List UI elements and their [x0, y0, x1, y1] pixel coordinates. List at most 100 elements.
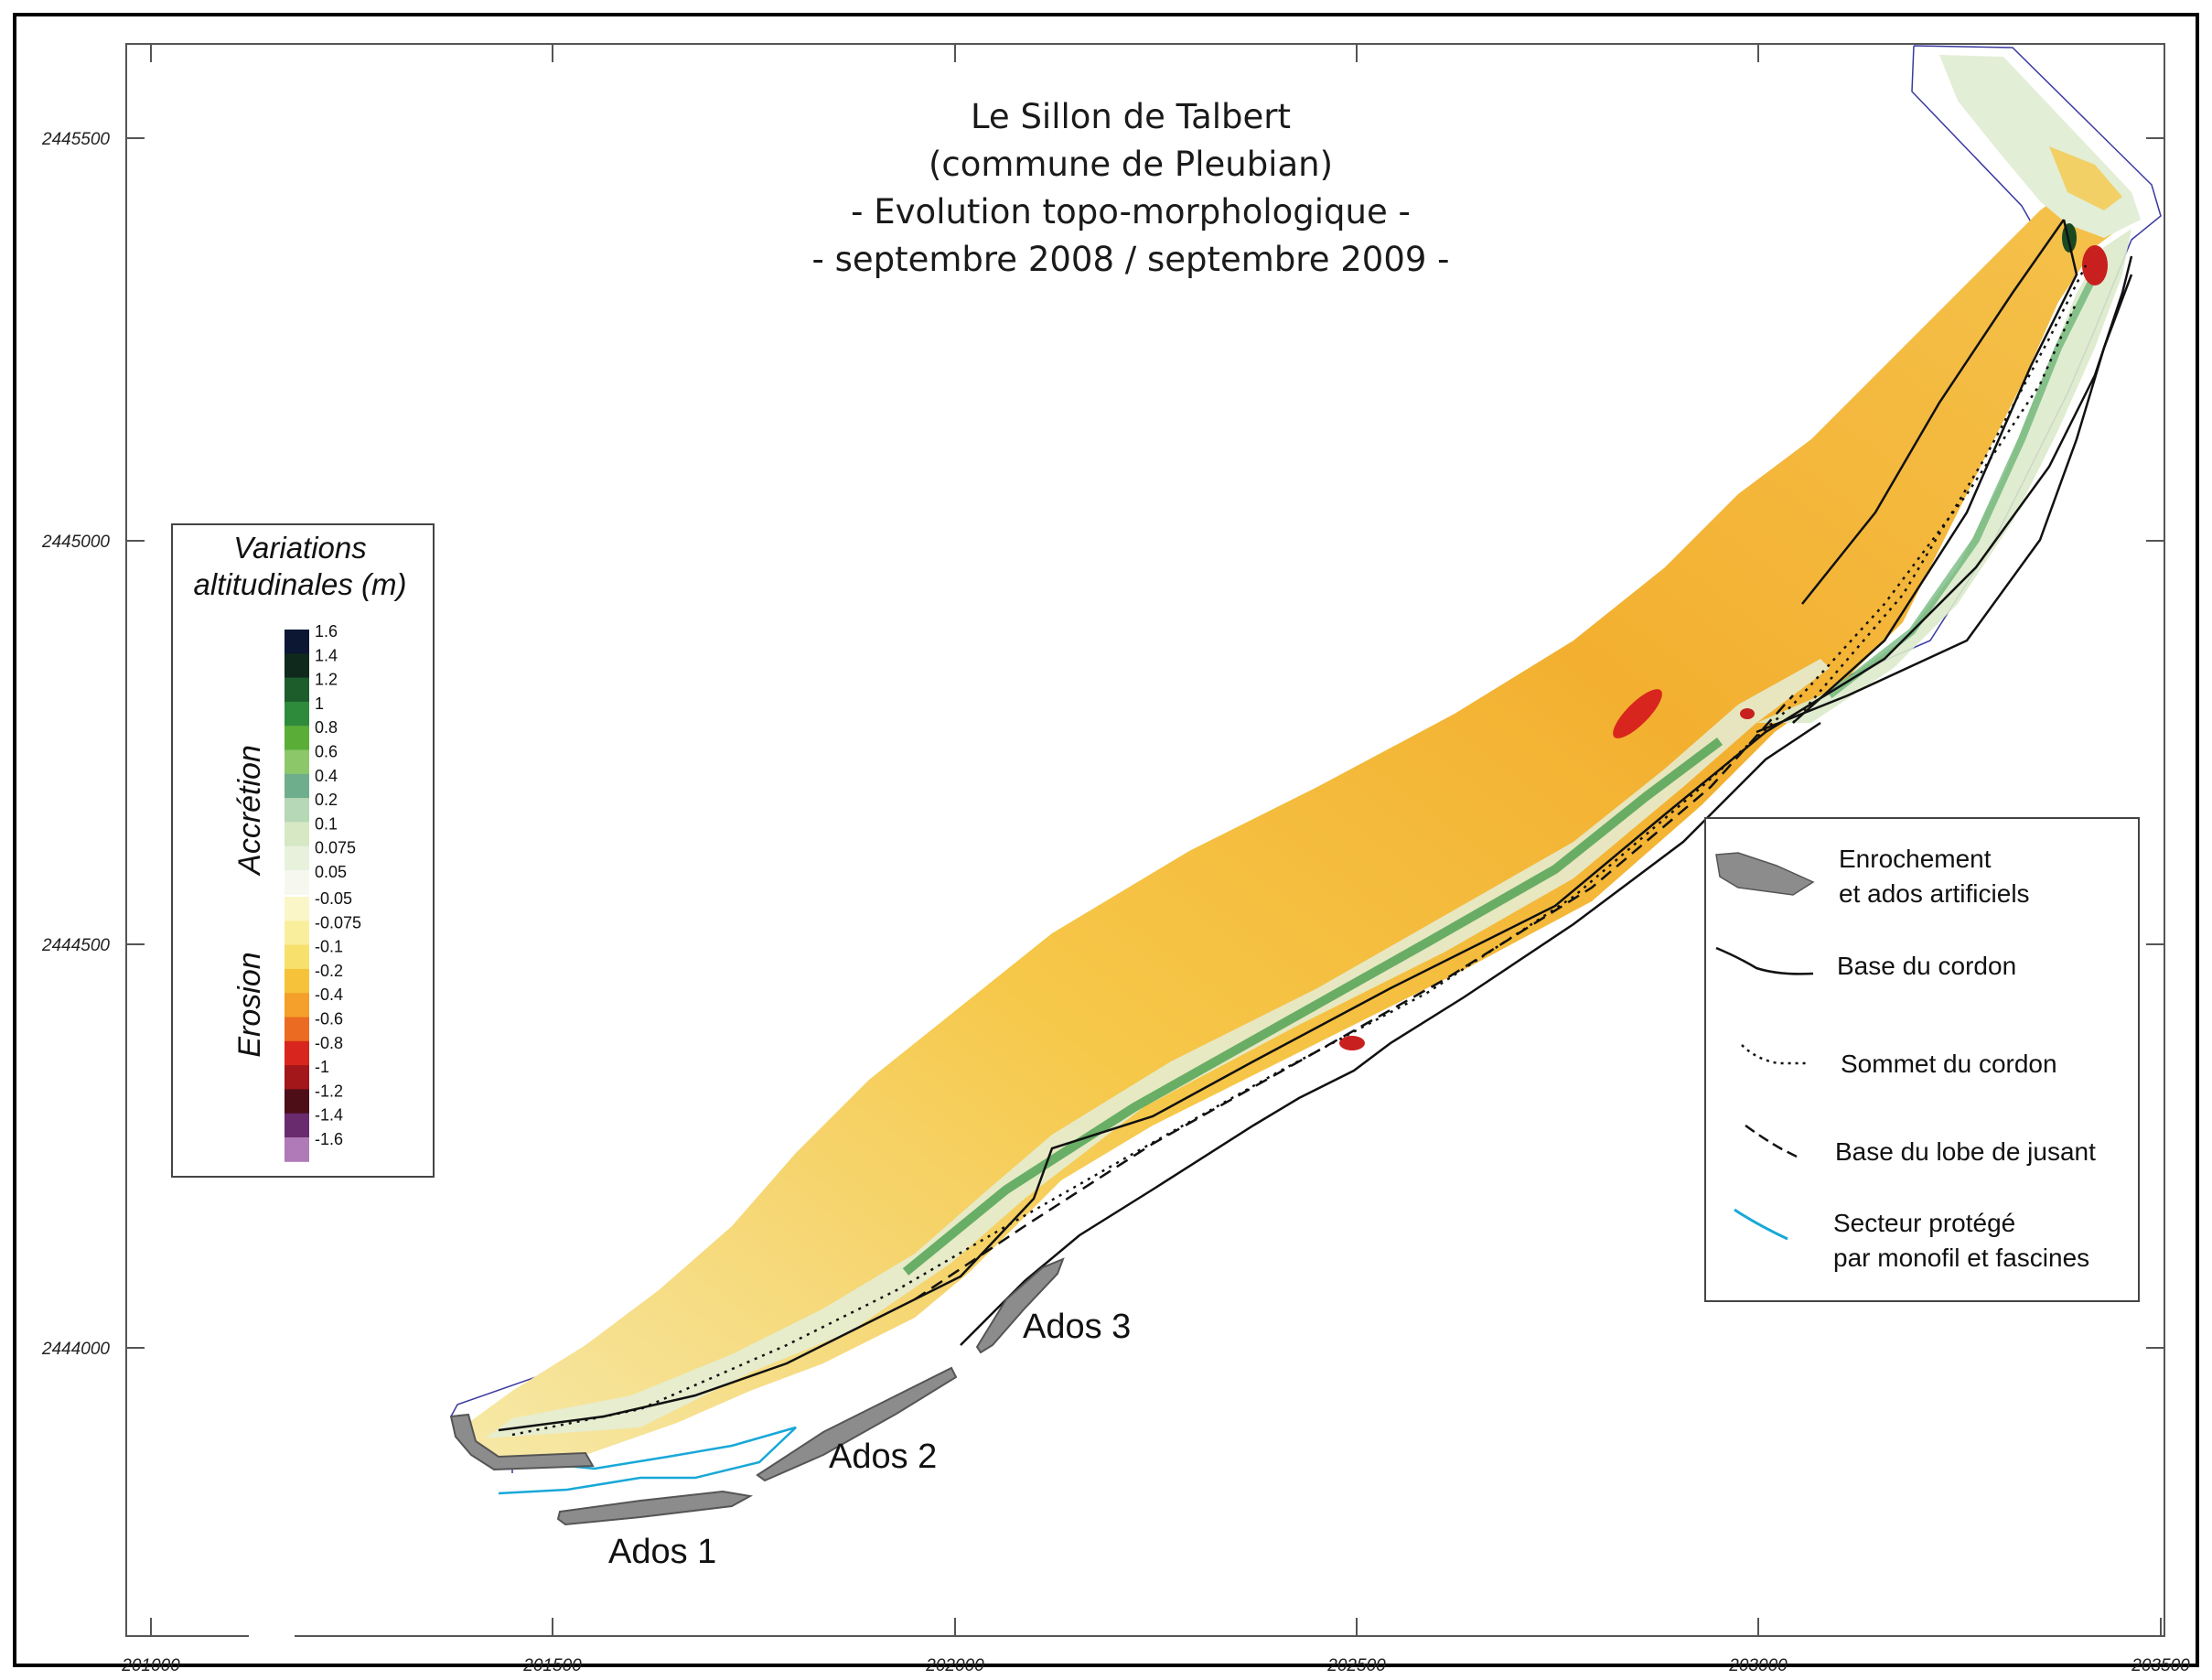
scale-value-label: -1.6 — [315, 1130, 343, 1148]
legend-label: Sommet du cordon — [1841, 1050, 2057, 1078]
scale-swatch — [285, 773, 309, 799]
scale-swatch — [285, 822, 309, 847]
scale-swatch — [285, 1065, 309, 1090]
title-line: (commune de Pleubian) — [929, 145, 1333, 184]
scale-swatch — [285, 749, 309, 775]
x-tick-label: 202000 — [925, 1656, 984, 1675]
y-axis-ticks — [126, 137, 2164, 1349]
scale-swatch — [285, 1113, 309, 1138]
scale-value-label: 0.6 — [315, 743, 338, 761]
scale-value-label: -0.05 — [315, 889, 352, 908]
map-title: Le Sillon de Talbert (commune de Pleubia… — [811, 97, 1449, 279]
scale-swatch — [285, 993, 309, 1018]
scale-swatch — [285, 921, 309, 946]
legend-label: Enrochement — [1839, 845, 1992, 873]
sommet-legend-symbol — [1741, 1044, 1808, 1065]
scale-swatch — [285, 726, 309, 750]
ados-label: Ados 1 — [608, 1533, 716, 1571]
ados-3-rock — [975, 1257, 1065, 1354]
base-du-cordon-line — [1792, 219, 2078, 724]
ados-2-rock — [756, 1366, 958, 1482]
y-tick-label: 2444500 — [41, 936, 110, 955]
y-tick-label: 2444000 — [41, 1340, 110, 1359]
scale-swatch — [285, 1137, 309, 1162]
scale-swatch — [285, 897, 309, 921]
x-tick-label: 203500 — [2131, 1656, 2190, 1675]
ados-label: Ados 2 — [829, 1438, 937, 1476]
erosion-hotspot — [1339, 1036, 1365, 1050]
east-arm-green — [1827, 273, 2099, 699]
accretion-band — [902, 738, 1723, 1276]
hook-yellow — [2049, 146, 2122, 210]
y-tick-label: 2445000 — [41, 533, 110, 552]
scale-swatch — [285, 798, 309, 823]
title-line: - septembre 2008 / septembre 2009 - — [811, 240, 1449, 279]
legend-panel: Enrochement et ados artificiels Base du … — [1704, 817, 2140, 1302]
scale-value-label: 0.1 — [315, 814, 338, 833]
erosion-hotspot — [2082, 245, 2108, 285]
scale-value-label: 1.2 — [315, 671, 338, 689]
enrochement-west — [449, 1413, 595, 1471]
scale-value-label: 0.4 — [315, 767, 338, 785]
scale-swatch — [285, 1017, 309, 1042]
scale-value-label: -0.6 — [315, 1010, 343, 1028]
scale-value-label: -0.4 — [315, 985, 343, 1004]
legend-label: Secteur protégé — [1833, 1209, 2015, 1237]
scale-value-label: 0.8 — [315, 718, 338, 737]
color-scale-title: altitudinales (m) — [194, 567, 407, 601]
spit-body — [462, 183, 2131, 1464]
legend-label: et ados artificiels — [1839, 879, 2030, 908]
scale-swatch — [285, 1089, 309, 1115]
base-cordon-legend-symbol — [1715, 946, 1814, 975]
scale-value-label: 0.075 — [315, 839, 356, 857]
x-tick-label: 201500 — [522, 1656, 582, 1675]
scale-value-label: -0.075 — [315, 913, 361, 932]
accretion-label: Accrétion — [232, 745, 267, 877]
x-tick-label: 202500 — [1326, 1656, 1386, 1675]
scale-value-label: -0.2 — [315, 962, 343, 980]
scale-swatch — [285, 701, 309, 727]
scale-swatch — [285, 677, 309, 703]
protected-legend-symbol — [1734, 1208, 1788, 1241]
ados-1-rock — [556, 1490, 754, 1526]
scale-swatches: 1.6 1.4 1.2 1 0.8 0.6 0.4 0.2 0.1 0.075 0.05 -0.05 -… — [285, 622, 361, 1162]
scale-value-label: 0.05 — [315, 863, 347, 881]
base-du-cordon-line — [960, 274, 2133, 1346]
scale-value-label: -1.4 — [315, 1106, 343, 1125]
scale-value-label: 1.6 — [315, 622, 338, 641]
title-line: - Evolution topo-morphologique - — [851, 192, 1411, 232]
legend-label: par monofil et fascines — [1833, 1244, 2089, 1272]
legend-box — [1704, 817, 2140, 1302]
scale-value-label: 1.4 — [315, 646, 338, 664]
scale-swatch — [285, 870, 309, 895]
color-scale-panel: Variations altitudinales (m) Accrétion E… — [171, 523, 435, 1178]
legend-label: Base du cordon — [1837, 952, 2016, 980]
outer-border — [13, 13, 2199, 1667]
protected-sector-line — [498, 1426, 797, 1495]
scale-swatch — [285, 653, 309, 679]
erosion-hotspot — [1613, 689, 1662, 738]
scale-value-label: -1.2 — [315, 1082, 343, 1100]
lobe-jusant-legend-symbol — [1745, 1124, 1798, 1158]
ados-label: Ados 3 — [1023, 1308, 1131, 1346]
x-tick-label: 201000 — [121, 1656, 180, 1675]
scale-value-label: 0.2 — [315, 791, 338, 809]
y-tick-label: 2445500 — [41, 130, 110, 149]
erosion-hotspot — [1740, 708, 1755, 719]
scale-swatch — [285, 845, 309, 871]
x-tick-label: 203000 — [1728, 1656, 1788, 1675]
scale-swatch — [285, 968, 309, 994]
color-scale-title: Variations — [233, 531, 367, 565]
scale-swatch — [285, 944, 309, 970]
base-du-cordon-line — [498, 255, 2133, 1432]
scale-value-label: 1 — [315, 695, 324, 713]
scale-value-label: -1 — [315, 1058, 329, 1076]
erosion-label: Erosion — [232, 952, 267, 1057]
scale-value-label: -0.1 — [315, 938, 343, 956]
sommet-du-cordon-line — [511, 301, 2078, 1437]
scale-value-label: -0.8 — [315, 1034, 343, 1052]
axis-gap — [249, 1629, 295, 1643]
title-line: Le Sillon de Talbert — [971, 97, 1291, 136]
legend-label: Base du lobe de jusant — [1835, 1137, 2096, 1166]
